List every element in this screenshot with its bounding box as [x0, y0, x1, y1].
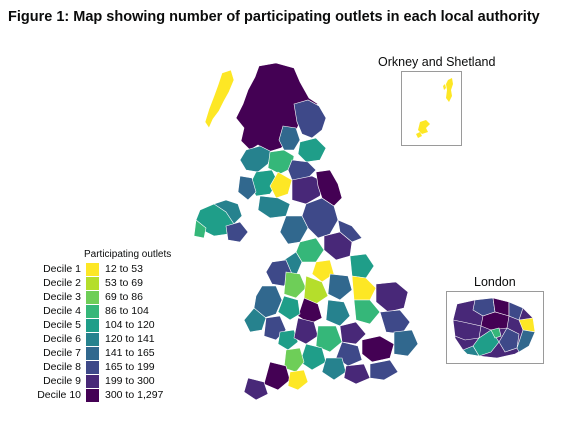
legend-decile-label: Decile 2	[43, 277, 81, 289]
legend-range-label: 104 to 120	[105, 319, 155, 331]
legend: Decile 1 12 to 53 Decile 2 53 to 69 Decile 3…	[26, 262, 163, 402]
legend-item: Decile 9 199 to 300	[26, 374, 163, 388]
legend-swatch	[86, 346, 99, 360]
legend-item: Decile 8 165 to 199	[26, 360, 163, 374]
orkney-shetland-inset-map	[416, 78, 453, 138]
orkney-shetland-inset	[401, 71, 462, 146]
region-north-england	[279, 169, 375, 283]
orkney-shetland-inset-title: Orkney and Shetland	[378, 55, 496, 69]
legend-decile-label: Decile 3	[43, 291, 81, 303]
legend-swatch	[86, 318, 99, 332]
legend-item: Decile 3 69 to 86	[26, 290, 163, 304]
legend-swatch	[86, 332, 99, 346]
legend-swatch	[86, 262, 99, 276]
figure-title: Figure 1: Map showing number of particip…	[8, 9, 540, 25]
legend-range-label: 69 to 86	[105, 291, 143, 303]
legend-decile-label: Decile 4	[43, 305, 81, 317]
legend-swatch	[86, 374, 99, 388]
legend-swatch	[86, 388, 99, 402]
legend-range-label: 165 to 199	[105, 361, 155, 373]
legend-range-label: 86 to 104	[105, 305, 149, 317]
legend-item: Decile 6 120 to 141	[26, 332, 163, 346]
legend-range-label: 199 to 300	[105, 375, 155, 387]
region-outer-hebrides	[204, 69, 235, 129]
legend-title: Participating outlets	[84, 249, 172, 260]
london-inset-map	[452, 297, 536, 359]
london-inset-title: London	[474, 275, 516, 289]
region-south-west	[243, 347, 309, 401]
legend-range-label: 53 to 69	[105, 277, 143, 289]
legend-item: Decile 4 86 to 104	[26, 304, 163, 318]
region-south-england	[293, 317, 419, 385]
legend-decile-label: Decile 10	[37, 389, 81, 401]
legend-decile-label: Decile 6	[43, 333, 81, 345]
legend-decile-label: Decile 1	[43, 263, 81, 275]
legend-swatch	[86, 290, 99, 304]
legend-decile-label: Decile 9	[43, 375, 81, 387]
legend-item: Decile 7 141 to 165	[26, 346, 163, 360]
legend-decile-label: Decile 8	[43, 361, 81, 373]
legend-range-label: 120 to 141	[105, 333, 155, 345]
legend-swatch	[86, 360, 99, 374]
legend-item: Decile 5 104 to 120	[26, 318, 163, 332]
legend-decile-label: Decile 7	[43, 347, 81, 359]
legend-item: Decile 1 12 to 53	[26, 262, 163, 276]
region-midlands-east	[265, 259, 411, 345]
region-scotland-north	[235, 62, 327, 163]
legend-range-label: 12 to 53	[105, 263, 143, 275]
legend-item: Decile 10 300 to 1,297	[26, 388, 163, 402]
region-northern-ireland	[193, 199, 249, 243]
legend-decile-label: Decile 5	[43, 319, 81, 331]
legend-range-label: 141 to 165	[105, 347, 155, 359]
legend-swatch	[86, 276, 99, 290]
legend-item: Decile 2 53 to 69	[26, 276, 163, 290]
region-wales	[243, 285, 299, 351]
london-inset	[446, 291, 544, 364]
region-scotland-central	[237, 145, 325, 219]
legend-range-label: 300 to 1,297	[105, 389, 164, 401]
legend-swatch	[86, 304, 99, 318]
